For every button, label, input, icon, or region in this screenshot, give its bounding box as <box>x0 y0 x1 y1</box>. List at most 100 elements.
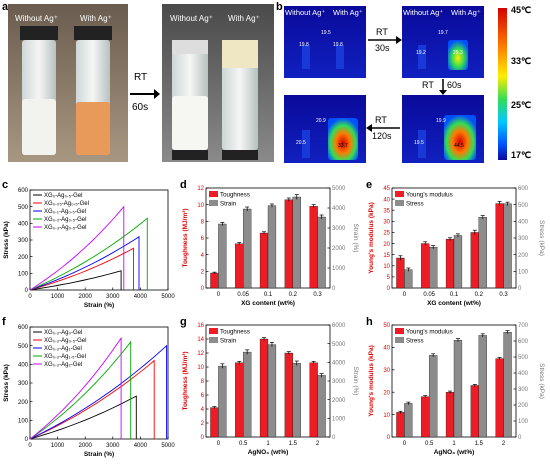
legend-swatch <box>395 191 404 197</box>
x-tick-label: 1000 <box>51 294 65 300</box>
bar-toughness <box>309 206 318 289</box>
y-tick-label: 40 <box>383 346 390 352</box>
y2-tick-label: 1000 <box>332 266 346 272</box>
readout: 20.5 <box>296 140 306 146</box>
x-tick-label: 2 <box>502 441 506 447</box>
y2-tick-label: 2000 <box>332 246 346 252</box>
y2-tick-label: 200 <box>518 253 529 259</box>
series-line <box>29 205 125 291</box>
x-tick-label: 0.3 <box>313 292 322 298</box>
y-axis-label: Young's modulus (kPa) <box>368 202 375 273</box>
y2-tick-label: 3000 <box>332 226 346 232</box>
x-tick-label: 0.5 <box>239 441 248 447</box>
panel-label-b: b <box>276 1 283 13</box>
y2-tick-label: 600 <box>518 339 529 345</box>
legend-swatch <box>395 337 404 343</box>
y2-tick-label: 0 <box>332 435 336 441</box>
bar-toughness <box>284 352 293 438</box>
x-tick-label: 0 <box>217 441 221 447</box>
x-tick-label: 2 <box>316 441 320 447</box>
panel-label-g: g <box>180 316 187 328</box>
bar-young-s-modulus <box>445 392 455 438</box>
thermal-label-without-1: Without Ag⁺ <box>285 8 326 17</box>
y2-tick-label: 2000 <box>332 398 346 404</box>
legend-label: XG₀.₀₅-Ag₀.₅-Gel <box>44 201 89 207</box>
y-tick-label: 20 <box>383 242 390 248</box>
series-line <box>29 217 148 291</box>
vial-label-with-2: With Ag⁺ <box>228 14 260 23</box>
y-tick-label: 0 <box>387 435 391 441</box>
readout: 19.5 <box>414 140 424 146</box>
y2-tick-label: 700 <box>518 323 529 329</box>
x-tick-label: 4000 <box>134 294 148 300</box>
y2-tick-label: 6000 <box>332 323 346 329</box>
y2-tick-label: 0 <box>518 435 522 441</box>
series-line <box>29 395 137 440</box>
y-tick-label: 12 <box>197 351 204 357</box>
bar-stress <box>478 335 487 438</box>
legend-label: XG₀.₂-Ag₀-Gel <box>44 330 82 336</box>
y2-tick-label: 200 <box>518 403 529 409</box>
legend-label: Young's modulus <box>406 329 453 336</box>
rt-arrow-a <box>130 89 160 99</box>
y-tick-label: 35 <box>383 208 390 214</box>
x-tick-label: 2000 <box>79 294 93 300</box>
y-tick-label: 25 <box>383 231 390 237</box>
legend-swatch <box>395 328 404 334</box>
x-tick-label: 1 <box>452 441 456 447</box>
bar-toughness <box>284 199 293 289</box>
readout: 19.5 <box>321 30 331 36</box>
y-tick-label: 2 <box>201 421 205 427</box>
bar-strain <box>317 216 326 289</box>
y-tick-label: 300 <box>18 238 29 244</box>
readout: 19.2 <box>416 50 426 56</box>
x-tick-label: 1.5 <box>289 441 298 447</box>
y-axis-label: Toughness (MJ/m³) <box>182 208 189 267</box>
y-tick-label: 30 <box>383 220 390 226</box>
y2-axis-label: Stress (kPa) <box>538 363 545 399</box>
legend-label: Young's modulus <box>406 192 453 199</box>
readout: 19.7 <box>438 30 448 36</box>
arrow-label: 60s <box>447 80 462 90</box>
y2-tick-label: 500 <box>518 203 529 209</box>
series-line <box>29 340 132 440</box>
arrow-label: RT <box>422 80 434 90</box>
y2-tick-label: 1000 <box>332 417 346 423</box>
y-tick-label: 4 <box>201 253 205 259</box>
bar-young-s-modulus <box>396 412 405 438</box>
y-tick-label: 600 <box>18 325 29 331</box>
y-tick-label: 6 <box>201 393 205 399</box>
legend-label: XG₀.₂-Ag₁-Gel <box>44 346 82 352</box>
y-tick-label: 0 <box>25 437 29 443</box>
y-tick-label: 10 <box>383 264 390 270</box>
legend-swatch <box>209 200 218 206</box>
stress-strain-chart-f: 0 100 200 300 400 500 600 0 1000 2000 3000 4000 5000… <box>3 325 175 458</box>
x-tick-label: 0.2 <box>289 292 298 298</box>
x-tick-label: 0.05 <box>237 292 249 298</box>
x-tick-label: 0 <box>28 443 32 449</box>
legend-label: Stress <box>406 338 424 345</box>
vial-photo-before <box>8 4 128 162</box>
thermal-label-without-2: Without Ag⁺ <box>403 8 444 17</box>
bar-strain <box>292 196 301 289</box>
legend-swatch <box>209 191 218 197</box>
bar-toughness <box>210 272 219 289</box>
y-tick-label: 4 <box>201 407 205 413</box>
readout: 19.9 <box>436 118 446 124</box>
x-tick-label: 0 <box>403 292 407 298</box>
panel-b: b <box>276 0 550 165</box>
x-axis-label: XG content (wt%) <box>427 300 481 307</box>
bar-young-s-modulus <box>421 243 430 289</box>
legend-label: XG₀-Ag₀.₅-Gel <box>44 193 82 199</box>
x-axis-label: Strain (%) <box>84 451 114 458</box>
rt-label-a: RT <box>134 72 148 83</box>
x-tick-label: 4000 <box>134 443 148 449</box>
y-tick-label: 5 <box>387 275 391 281</box>
bar-young-s-modulus <box>421 396 430 438</box>
colorbar-tick: 33℃ <box>511 56 532 66</box>
readout: 44.5 <box>454 143 464 149</box>
arrow-label: 30s <box>375 43 390 53</box>
modulus-stress-chart-e: 0 5 10 15 20 25 30 35 40 45 0 100 200 300 400 500 600 0 0.… <box>368 186 545 307</box>
